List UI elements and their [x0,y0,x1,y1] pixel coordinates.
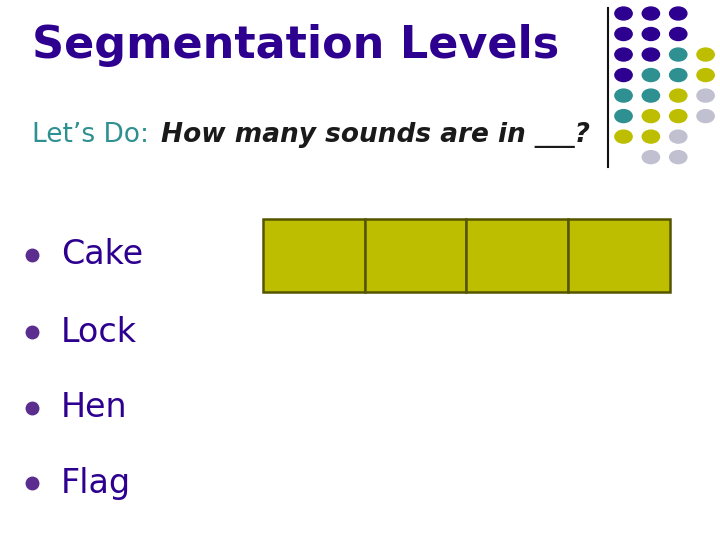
Circle shape [615,7,632,20]
Circle shape [642,151,660,164]
Circle shape [697,110,714,123]
Text: Let’s Do:: Let’s Do: [32,122,158,147]
Bar [263,219,364,292]
Circle shape [697,89,714,102]
Circle shape [670,151,687,164]
Circle shape [615,69,632,82]
Bar [364,219,467,292]
Circle shape [670,89,687,102]
Circle shape [697,48,714,61]
Bar [568,219,670,292]
Circle shape [670,130,687,143]
Circle shape [670,28,687,40]
Text: How many sounds are in ___?: How many sounds are in ___? [161,122,590,147]
Circle shape [642,69,660,82]
Circle shape [642,89,660,102]
Circle shape [642,28,660,40]
Circle shape [615,130,632,143]
Circle shape [670,69,687,82]
Text: Hen: Hen [61,391,128,424]
Text: Cake: Cake [61,238,143,272]
Circle shape [670,110,687,123]
Circle shape [670,7,687,20]
Circle shape [670,48,687,61]
Circle shape [615,89,632,102]
Circle shape [642,7,660,20]
Text: Flag: Flag [61,467,131,500]
Circle shape [642,130,660,143]
Circle shape [642,48,660,61]
Circle shape [642,110,660,123]
Circle shape [697,69,714,82]
Circle shape [615,48,632,61]
Bar [467,219,568,292]
Circle shape [615,110,632,123]
Text: Segmentation Levels: Segmentation Levels [32,24,559,68]
Text: Lock: Lock [61,315,138,349]
Circle shape [615,28,632,40]
